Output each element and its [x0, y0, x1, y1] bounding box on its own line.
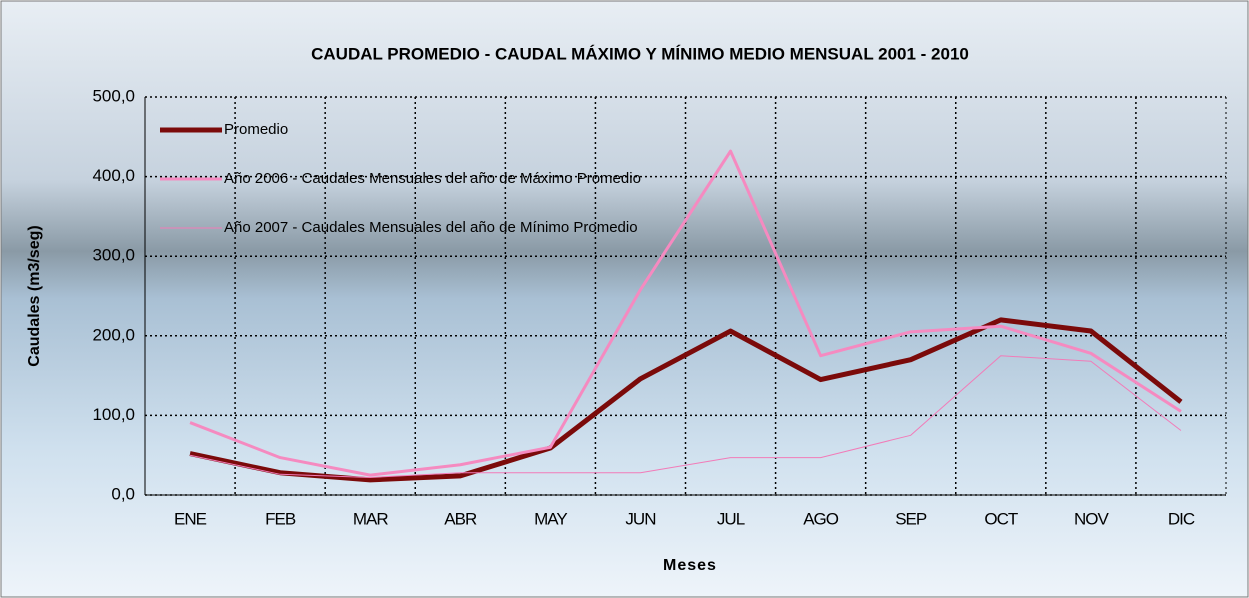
- x-tick-label: AGO: [803, 509, 839, 528]
- y-tick-label: 500,0: [92, 86, 135, 105]
- series-line: [189, 149, 1182, 477]
- x-tick-label: SEP: [895, 509, 927, 528]
- x-tick-label: FEB: [265, 509, 296, 528]
- legend-label: Año 2007 - Caudales Mensuales del año de…: [224, 219, 638, 236]
- legend-label: Año 2006 - Caudales Mensuales del año de…: [224, 170, 641, 187]
- chart-title: CAUDAL PROMEDIO - CAUDAL MÁXIMO Y MÍNIMO…: [311, 44, 969, 63]
- y-tick-label: 200,0: [92, 325, 135, 344]
- series-line: [189, 317, 1183, 483]
- x-tick-label: NOV: [1074, 509, 1110, 528]
- x-axis-label: Meses: [663, 557, 717, 574]
- y-axis-label: Caudales (m3/seg): [26, 225, 43, 366]
- series-line: [189, 355, 1182, 478]
- y-tick-label: 100,0: [92, 405, 135, 424]
- x-tick-label: JUL: [717, 509, 745, 528]
- x-tick-label: MAR: [353, 509, 389, 528]
- y-tick-label: 0,0: [111, 484, 135, 503]
- x-tick-label: JUN: [625, 509, 655, 528]
- x-tick-label: MAY: [534, 509, 567, 528]
- x-tick-label: DIC: [1168, 509, 1195, 528]
- x-tick-label: ENE: [174, 509, 207, 528]
- x-tick-label: OCT: [984, 509, 1018, 528]
- y-tick-label: 300,0: [92, 246, 135, 265]
- legend-label: Promedio: [224, 121, 288, 138]
- x-tick-label: ABR: [444, 509, 477, 528]
- y-tick-label: 400,0: [92, 166, 135, 185]
